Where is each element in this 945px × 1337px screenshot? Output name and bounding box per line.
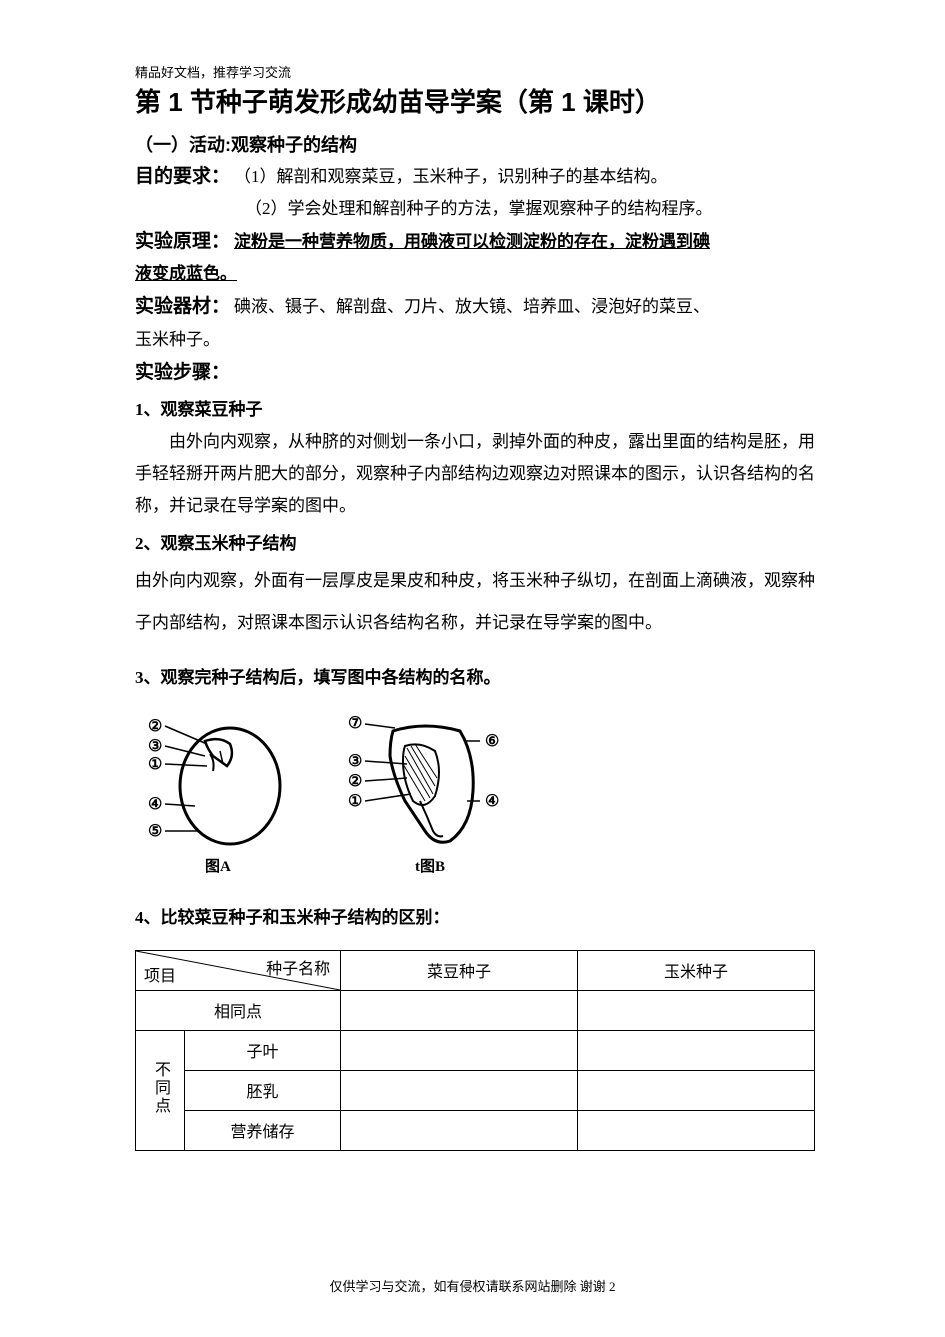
table-row: 不同点 子叶 [136, 1030, 815, 1070]
label-4: ④ [148, 796, 162, 813]
step1-heading: 1、观察菜豆种子 [135, 395, 815, 420]
step3-heading: 3、观察完种子结构后，填写图中各结构的名称。 [135, 663, 815, 688]
cell-empty [341, 1030, 578, 1070]
table-row: 相同点 [136, 990, 815, 1030]
cell-empty [578, 1110, 815, 1150]
label-3: ③ [148, 738, 162, 755]
cell-empty [578, 990, 815, 1030]
steps-label-row: 实验步骤： [135, 357, 815, 389]
row-cotyledon: 子叶 [185, 1030, 341, 1070]
materials-label: 实验器材： [135, 296, 230, 317]
header-bean: 菜豆种子 [341, 950, 578, 990]
table-row: 营养储存 [136, 1110, 815, 1150]
materials-text-1: 碘液、镊子、解剖盘、刀片、放大镜、培养皿、浸泡好的菜豆、 [234, 297, 710, 316]
row-nutrition: 营养储存 [185, 1110, 341, 1150]
table-diagonal-header: 种子名称 项目 [136, 950, 341, 990]
table-row: 胚乳 [136, 1070, 815, 1110]
table-header-row: 种子名称 项目 菜豆种子 玉米种子 [136, 950, 815, 990]
label-6: ⑥ [485, 733, 499, 750]
label-2: ② [148, 718, 162, 735]
label-3b: ③ [348, 753, 362, 770]
corn-seed-diagram: ⑦ ③ ② ① ⑥ ④ t图B [335, 706, 535, 876]
comparison-table: 种子名称 项目 菜豆种子 玉米种子 相同点 不同点 子叶 胚乳 营养储存 [135, 950, 815, 1151]
cell-empty [578, 1070, 815, 1110]
purpose-row-1: 目的要求： （1）解剖和观察菜豆，玉米种子，识别种子的基本结构。 [135, 161, 815, 193]
steps-label: 实验步骤： [135, 362, 230, 383]
principle-text-1: 淀粉是一种营养物质，用碘液可以检测淀粉的存在，淀粉遇到碘 [234, 232, 710, 251]
cell-empty [341, 1070, 578, 1110]
cell-empty [578, 1030, 815, 1070]
document-content: 第 1 节种子萌发形成幼苗导学案（第 1 课时） （一）活动:观察种子的结构 目… [135, 82, 815, 1151]
step2-heading: 2、观察玉米种子结构 [135, 529, 815, 554]
materials-row-1: 实验器材： 碘液、镊子、解剖盘、刀片、放大镜、培养皿、浸泡好的菜豆、 [135, 291, 815, 323]
principle-row-2: 液变成蓝色。 [135, 260, 815, 289]
footer-note: 仅供学习与交流，如有侵权请联系网站删除 谢谢 2 [0, 1276, 945, 1295]
seed-diagrams: ② ③ ① ④ ⑤ 图A [135, 706, 815, 881]
row-diff-label: 不同点 [136, 1030, 185, 1150]
page-title: 第 1 节种子萌发形成幼苗导学案（第 1 课时） [135, 82, 815, 119]
footer-text: 仅供学习与交流，如有侵权请联系网站删除 谢谢 [329, 1279, 605, 1294]
diagram-b: ⑦ ③ ② ① ⑥ ④ t图B [335, 706, 535, 881]
row-endosperm: 胚乳 [185, 1070, 341, 1110]
purpose-label: 目的要求： [135, 166, 230, 187]
bean-seed-diagram: ② ③ ① ④ ⑤ 图A [135, 706, 295, 876]
header-item: 项目 [144, 962, 176, 986]
footer-page-number: 2 [609, 1279, 616, 1294]
row-same-label: 相同点 [136, 990, 341, 1030]
diff-vertical-text: 不同点 [148, 1061, 172, 1115]
step2-text: 由外向内观察，外面有一层厚皮是果皮和种皮，将玉米种子纵切，在剖面上滴碘液，观察种… [135, 560, 815, 645]
diagram-a: ② ③ ① ④ ⑤ 图A [135, 706, 295, 881]
materials-row-2: 玉米种子。 [135, 326, 815, 355]
label-4b: ④ [485, 793, 499, 810]
header-note: 精品好文档，推荐学习交流 [135, 62, 291, 81]
diagram-b-label: t图B [415, 858, 445, 875]
cell-empty [341, 1110, 578, 1150]
principle-text-2: 液变成蓝色。 [135, 264, 237, 283]
header-corn: 玉米种子 [578, 950, 815, 990]
label-7: ⑦ [348, 715, 362, 732]
purpose-item-2: （2）学会处理和解剖种子的方法，掌握观察种子的结构程序。 [245, 199, 713, 218]
header-seed-name: 种子名称 [266, 955, 330, 979]
purpose-item-1: （1）解剖和观察菜豆，玉米种子，识别种子的基本结构。 [234, 167, 668, 186]
principle-label: 实验原理： [135, 231, 230, 252]
label-2b: ② [348, 773, 362, 790]
label-1b: ① [348, 793, 362, 810]
cell-empty [341, 990, 578, 1030]
principle-row-1: 实验原理： 淀粉是一种营养物质，用碘液可以检测淀粉的存在，淀粉遇到碘 [135, 226, 815, 258]
label-5: ⑤ [148, 823, 162, 840]
step1-text: 由外向内观察，从种脐的对侧划一条小口，剥掉外面的种皮，露出里面的结构是胚，用手轻… [135, 426, 815, 523]
step4-heading: 4、比较菜豆种子和玉米种子结构的区别： [135, 903, 815, 928]
diagram-a-label: 图A [205, 858, 231, 875]
purpose-row-2: （2）学会处理和解剖种子的方法，掌握观察种子的结构程序。 [135, 195, 815, 224]
activity-heading: （一）活动:观察种子的结构 [135, 131, 815, 157]
label-1: ① [148, 756, 162, 773]
materials-text-2: 玉米种子。 [135, 330, 220, 349]
